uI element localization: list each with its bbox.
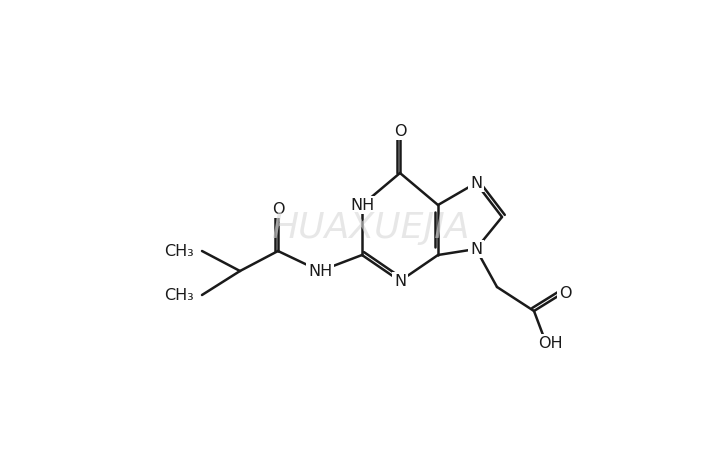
- Text: OH: OH: [538, 335, 562, 350]
- Text: CH₃: CH₃: [165, 288, 194, 303]
- Text: CH₃: CH₃: [165, 244, 194, 259]
- Text: N: N: [394, 273, 406, 289]
- Text: N: N: [470, 175, 482, 191]
- Text: O: O: [272, 201, 284, 217]
- Text: HUAXUEJIA: HUAXUEJIA: [271, 211, 470, 245]
- Text: NH: NH: [308, 263, 332, 279]
- Text: NH: NH: [350, 198, 374, 212]
- Text: N: N: [470, 242, 482, 256]
- Text: O: O: [559, 286, 571, 300]
- Text: O: O: [394, 123, 406, 139]
